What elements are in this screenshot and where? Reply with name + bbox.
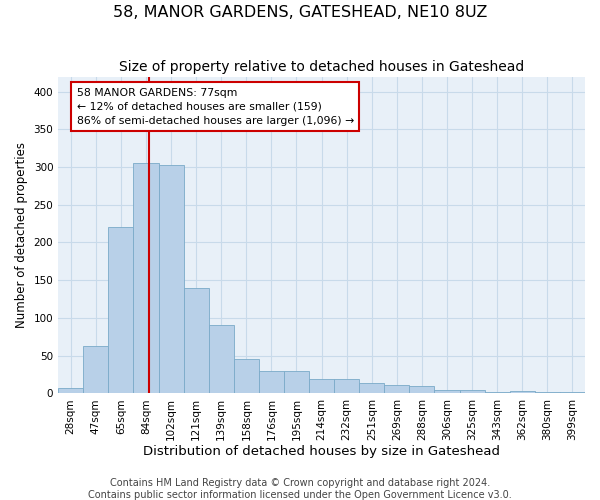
Bar xyxy=(133,164,158,394)
Bar xyxy=(109,228,133,394)
Bar xyxy=(560,392,585,394)
Text: 58, MANOR GARDENS, GATESHEAD, NE10 8UZ: 58, MANOR GARDENS, GATESHEAD, NE10 8UZ xyxy=(113,5,487,20)
Bar xyxy=(485,392,510,394)
Text: Contains HM Land Registry data © Crown copyright and database right 2024.
Contai: Contains HM Land Registry data © Crown c… xyxy=(88,478,512,500)
Bar xyxy=(535,392,560,394)
X-axis label: Distribution of detached houses by size in Gateshead: Distribution of detached houses by size … xyxy=(143,444,500,458)
Y-axis label: Number of detached properties: Number of detached properties xyxy=(15,142,28,328)
Bar xyxy=(510,391,535,394)
Bar xyxy=(309,379,334,394)
Text: 58 MANOR GARDENS: 77sqm
← 12% of detached houses are smaller (159)
86% of semi-d: 58 MANOR GARDENS: 77sqm ← 12% of detache… xyxy=(77,88,354,126)
Bar xyxy=(334,379,359,394)
Bar xyxy=(184,288,209,394)
Bar xyxy=(359,383,385,394)
Bar xyxy=(284,370,309,394)
Bar xyxy=(158,165,184,394)
Bar xyxy=(385,385,409,394)
Bar xyxy=(460,390,485,394)
Bar xyxy=(209,326,234,394)
Bar xyxy=(259,370,284,394)
Bar xyxy=(234,358,259,394)
Bar xyxy=(83,346,109,394)
Title: Size of property relative to detached houses in Gateshead: Size of property relative to detached ho… xyxy=(119,60,524,74)
Bar xyxy=(58,388,83,394)
Bar xyxy=(409,386,434,394)
Bar xyxy=(434,390,460,394)
